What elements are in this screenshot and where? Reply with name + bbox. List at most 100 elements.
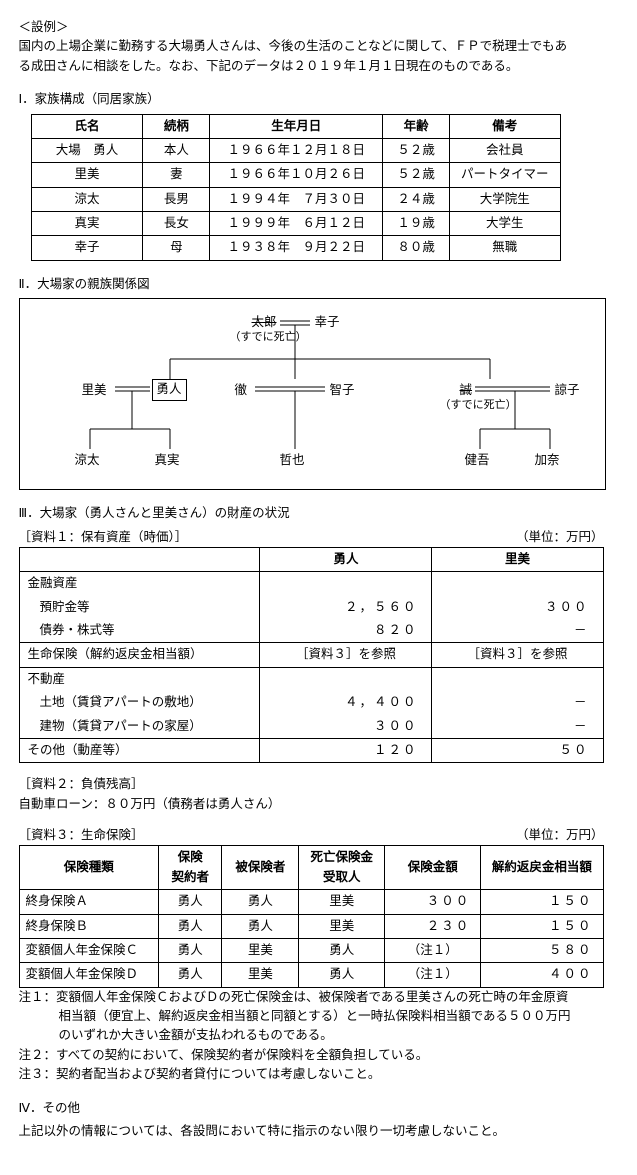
col-cash: 解約返戻金相当額: [481, 846, 603, 890]
note-1-line-1: 注１：変額個人年金保険ＣおよびＤの死亡保険金は、被保険者である里美さんの死亡時の…: [19, 988, 569, 1007]
cell: １９歳: [383, 212, 450, 236]
cell: １９９４年 ７月３０日: [210, 187, 383, 211]
cell: ５２歳: [383, 138, 450, 162]
cell: ４００: [481, 963, 603, 987]
col-satomi: 里美: [432, 547, 603, 571]
cell: ５０: [432, 738, 603, 762]
node-ryoko: 諒子: [555, 381, 580, 400]
table-row: 保険種類 保険契約者 被保険者 死亡保険金受取人 保険金額 解約返戻金相当額: [19, 846, 603, 890]
cell: 金融資産: [19, 572, 260, 596]
table-row: その他（動産等）１２０５０: [19, 738, 603, 762]
col-owner: 保険契約者: [158, 846, 221, 890]
cell: 母: [143, 236, 210, 260]
table-row: 金融資産: [19, 572, 603, 596]
dead-note-1: （すでに死亡）: [230, 329, 307, 346]
intro-line-2: る成田さんに相談をした。なお、下記のデータは２０１９年１月１日現在のものである。: [19, 57, 619, 76]
sec2-title: Ⅱ．大場家の親族関係図: [19, 275, 619, 294]
table-row: 勇人 里美: [19, 547, 603, 571]
cell: １５０: [481, 890, 603, 914]
node-kengo: 健吾: [465, 451, 490, 470]
cell: 大場 勇人: [31, 138, 143, 162]
family-table: 氏名 続柄 生年月日 年齢 備考 大場 勇人本人１９６６年１２月１８日５２歳会社…: [31, 114, 561, 261]
table-row: 里美妻１９６６年１０月２６日５２歳パートタイマー: [31, 163, 560, 187]
cell: 建物（賃貸アパートの家屋）: [19, 715, 260, 739]
res1-heading-text: ［資料１：保有資産（時価）］: [19, 528, 188, 547]
cell: その他（動産等）: [19, 738, 260, 762]
table-row: 不動産: [19, 667, 603, 691]
intro-line-1: 国内の上場企業に勤務する大場勇人さんは、今後の生活のことなどに関して、ＦＰで税理…: [19, 37, 619, 56]
cell: 勇人: [222, 890, 299, 914]
node-hayato: 勇人: [152, 379, 187, 400]
cell: 里美: [222, 938, 299, 962]
cell: 勇人: [299, 963, 385, 987]
table-row: 終身保険Ｂ勇人勇人里美２３０１５０: [19, 914, 603, 938]
cell: 大学院生: [450, 187, 560, 211]
node-ryota: 涼太: [75, 451, 100, 470]
node-kana: 加奈: [535, 451, 560, 470]
cell: 無職: [450, 236, 560, 260]
node-satomi: 里美: [82, 381, 107, 400]
cell: 妻: [143, 163, 210, 187]
node-toru: 徹: [235, 381, 248, 400]
family-tree: 太郎 幸子 （すでに死亡） 里美 勇人 徹 智子 誠 諒子 （すでに死亡） 涼太…: [19, 298, 606, 490]
cell: ３００: [432, 596, 603, 619]
res3-heading-text: ［資料３：生命保険］: [19, 826, 144, 845]
col-type: 保険種類: [19, 846, 158, 890]
col-hayato: 勇人: [260, 547, 432, 571]
table-row: 幸子母１９３８年 ９月２２日８０歳無職: [31, 236, 560, 260]
table-row: 生命保険（解約返戻金相当額）［資料３］を参照［資料３］を参照: [19, 643, 603, 667]
node-tetsuya: 哲也: [280, 451, 305, 470]
cell: ３００: [385, 890, 481, 914]
cell: 土地（賃貸アパートの敷地）: [19, 691, 260, 714]
cell: 幸子: [31, 236, 143, 260]
cell: 勇人: [299, 938, 385, 962]
col-benef: 死亡保険金受取人: [299, 846, 385, 890]
cell: １２０: [260, 738, 432, 762]
dead-note-2: （すでに死亡）: [440, 397, 517, 414]
assets-table: 勇人 里美 金融資産 預貯金等２，５６０３００ 債券・株式等８２０－ 生命保険（…: [19, 547, 604, 763]
cell: 債券・株式等: [19, 619, 260, 643]
cell: （注１）: [385, 938, 481, 962]
cell: 本人: [143, 138, 210, 162]
cell: 勇人: [158, 938, 221, 962]
node-mami: 真実: [155, 451, 180, 470]
table-row: 涼太長男１９９４年 ７月３０日２４歳大学院生: [31, 187, 560, 211]
table-row: 大場 勇人本人１９６６年１２月１８日５２歳会社員: [31, 138, 560, 162]
cell: ４，４００: [260, 691, 432, 714]
col-relation: 続柄: [143, 114, 210, 138]
cell: ５２歳: [383, 163, 450, 187]
res1-unit: （単位：万円）: [516, 528, 604, 547]
cell: １５０: [481, 914, 603, 938]
col-insured: 被保険者: [222, 846, 299, 890]
cell: －: [432, 619, 603, 643]
cell: 終身保険Ｂ: [19, 914, 158, 938]
tree-lines: [20, 299, 605, 489]
table-row: 建物（賃貸アパートの家屋）３００－: [19, 715, 603, 739]
cell: ５８０: [481, 938, 603, 962]
cell: ［資料３］を参照: [432, 643, 603, 667]
cell: １９３８年 ９月２２日: [210, 236, 383, 260]
cell: 預貯金等: [19, 596, 260, 619]
cell: 長女: [143, 212, 210, 236]
cell: 長男: [143, 187, 210, 211]
table-row: 土地（賃貸アパートの敷地）４，４００－: [19, 691, 603, 714]
node-sachiko: 幸子: [315, 313, 340, 332]
sec1-title: Ⅰ．家族構成（同居家族）: [19, 90, 619, 109]
cell: 真実: [31, 212, 143, 236]
table-row: 真実長女１９９９年 ６月１２日１９歳大学生: [31, 212, 560, 236]
cell: 勇人: [158, 963, 221, 987]
res3-heading: ［資料３：生命保険］ （単位：万円）: [19, 826, 604, 845]
cell: ２，５６０: [260, 596, 432, 619]
col-name: 氏名: [31, 114, 143, 138]
note-2: 注２：すべての契約において、保険契約者が保険料を全額負担している。: [19, 1046, 619, 1065]
cell: ８２０: [260, 619, 432, 643]
sec3-title: Ⅲ．大場家（勇人さんと里美さん）の財産の状況: [19, 504, 619, 523]
table-row: 変額個人年金保険Ｃ勇人里美勇人（注１）５８０: [19, 938, 603, 962]
cell: １９６６年１０月２６日: [210, 163, 383, 187]
cell: 里美: [31, 163, 143, 187]
col-amount: 保険金額: [385, 846, 481, 890]
insurance-notes: 注１：変額個人年金保険ＣおよびＤの死亡保険金は、被保険者である里美さんの死亡時の…: [19, 988, 619, 1085]
cell: １９９９年 ６月１２日: [210, 212, 383, 236]
col-remark: 備考: [450, 114, 560, 138]
cell: ２３０: [385, 914, 481, 938]
